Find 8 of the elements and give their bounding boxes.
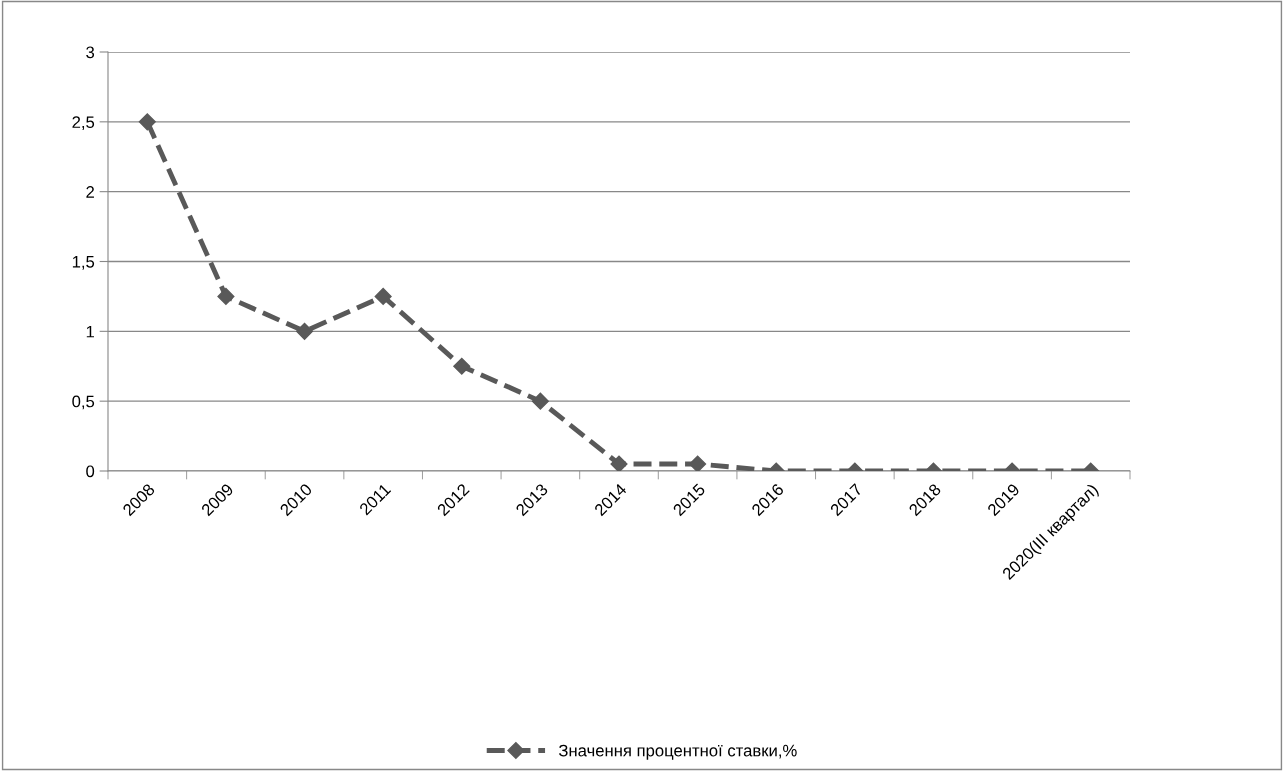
y-tick-label: 3: [86, 46, 95, 59]
y-tick-label: 1,5: [72, 256, 95, 270]
legend-label: Значення процентної ставки,%: [558, 744, 797, 760]
y-tick-label: 2,5: [72, 116, 95, 131]
y-tick-label: 0: [86, 465, 95, 478]
y-tick-label: 2: [86, 186, 94, 198]
y-tick-label: 0,5: [72, 395, 95, 410]
y-tick-label: 1: [86, 325, 94, 338]
